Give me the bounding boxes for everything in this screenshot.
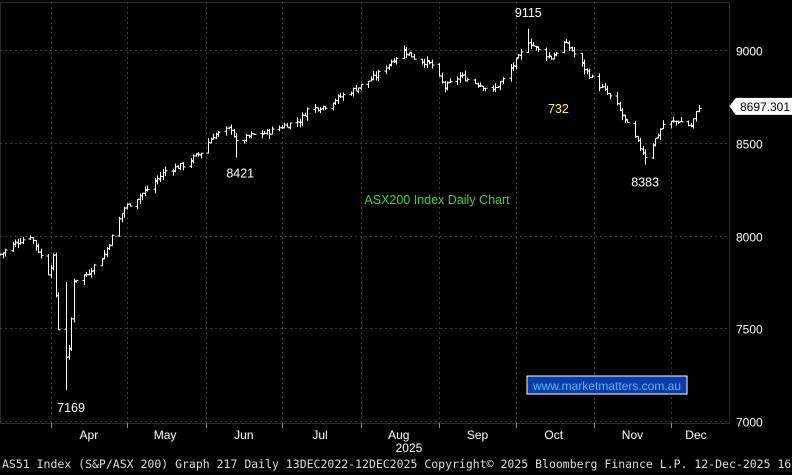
last-price-label: 8697.301 — [740, 100, 790, 114]
y-tick-label: 9000 — [736, 45, 763, 59]
y-tick-label: 8500 — [736, 138, 763, 152]
last-price-tag — [729, 97, 792, 115]
y-tick-label: 7500 — [736, 323, 763, 337]
x-year-label: 2025 — [396, 441, 423, 454]
x-tick-label: Jun — [234, 428, 253, 442]
annotation-label: 8421 — [226, 167, 254, 181]
axis-labels: 7000 7500 8000 8500 9000 Apr May Jun Jul Aug Sep Oc… — [51, 45, 763, 454]
ohlc-bars — [0, 28, 702, 390]
annotation-label: 9115 — [515, 6, 542, 20]
price-chart: 7000 7500 8000 8500 9000 Apr May Jun Jul Aug Sep Oc… — [0, 2, 792, 454]
annotation-label: 8383 — [631, 176, 659, 190]
chart-title: ASX200 Index Daily Chart — [364, 193, 510, 207]
y-tick-label: 8000 — [736, 231, 763, 245]
chart-grid — [0, 2, 730, 424]
y-tick-label: 7000 — [736, 416, 763, 430]
x-tick-label: Jul — [312, 428, 327, 442]
annotation-label: 732 — [548, 102, 569, 116]
x-tick-label: Oct — [544, 428, 563, 442]
watermark-box — [526, 375, 688, 395]
x-tick-label: May — [154, 428, 177, 442]
x-tick-label: Dec — [685, 428, 706, 442]
annotation-label: 7169 — [57, 401, 85, 415]
chart-annotations: 7169 8421 9115 732 8383 ASX200 Index Daily Ch… — [57, 6, 792, 415]
x-tick-label: Nov — [622, 428, 643, 442]
x-tick-label: Sep — [467, 428, 489, 442]
footer-copyright: AS51 Index (S&P/ASX 200) Graph 217 Daily… — [0, 454, 792, 475]
x-tick-label: Apr — [80, 428, 99, 442]
watermark-text: www.marketmatters.com.au — [532, 379, 681, 393]
x-tick-label: Aug — [388, 428, 409, 442]
plot-border — [0, 2, 730, 424]
